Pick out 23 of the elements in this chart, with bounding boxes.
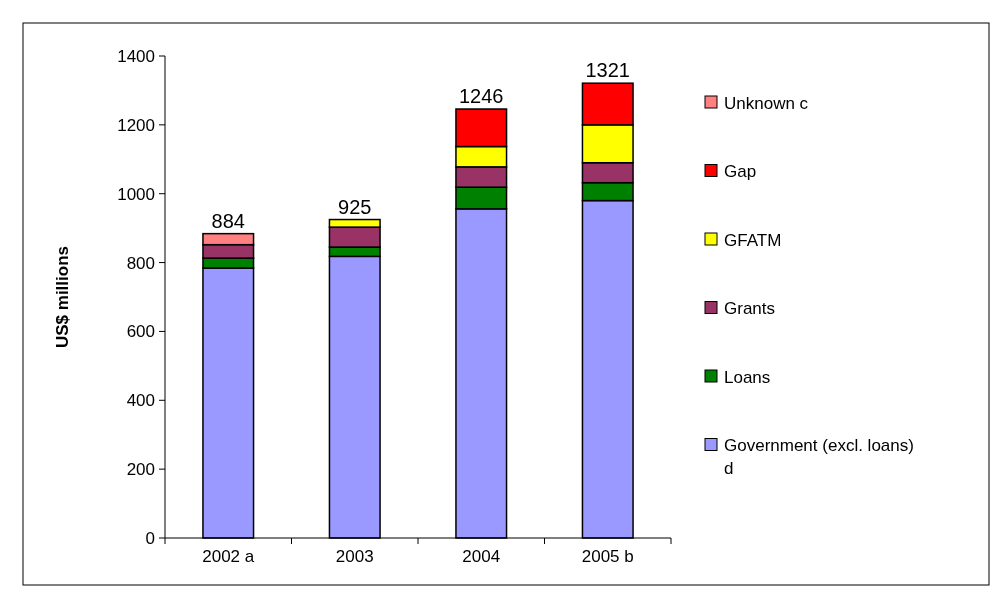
y-tick-label: 1200 (117, 115, 155, 135)
legend-label: Unknown c (724, 93, 809, 113)
x-tick-label: 2003 (335, 547, 374, 566)
legend-label: Government (excl. loans) d (724, 436, 914, 478)
y-axis-title: US$ millions (53, 245, 72, 349)
total-label: 1246 (459, 85, 504, 108)
y-tick-label: 400 (126, 391, 155, 411)
total-label: 925 (338, 195, 372, 218)
x-tick-label: 2004 (462, 547, 501, 566)
total-label: 884 (211, 209, 245, 232)
legend-label: Loans (724, 367, 771, 387)
y-tick-label: 0 (145, 528, 155, 548)
x-tick-label: 2005 b (581, 547, 634, 566)
y-tick-label: 800 (126, 253, 155, 273)
total-label: 1321 (585, 59, 630, 82)
y-tick-label: 600 (126, 322, 155, 342)
y-tick-label: 1400 (117, 46, 155, 66)
legend-label: Grants (724, 299, 776, 319)
y-tick-label: 1000 (117, 184, 155, 204)
legend-label: GFATM (724, 230, 782, 250)
y-tick-label: 200 (126, 460, 155, 480)
x-tick-label: 2002 a (202, 547, 255, 566)
legend-label: Gap (724, 162, 757, 182)
